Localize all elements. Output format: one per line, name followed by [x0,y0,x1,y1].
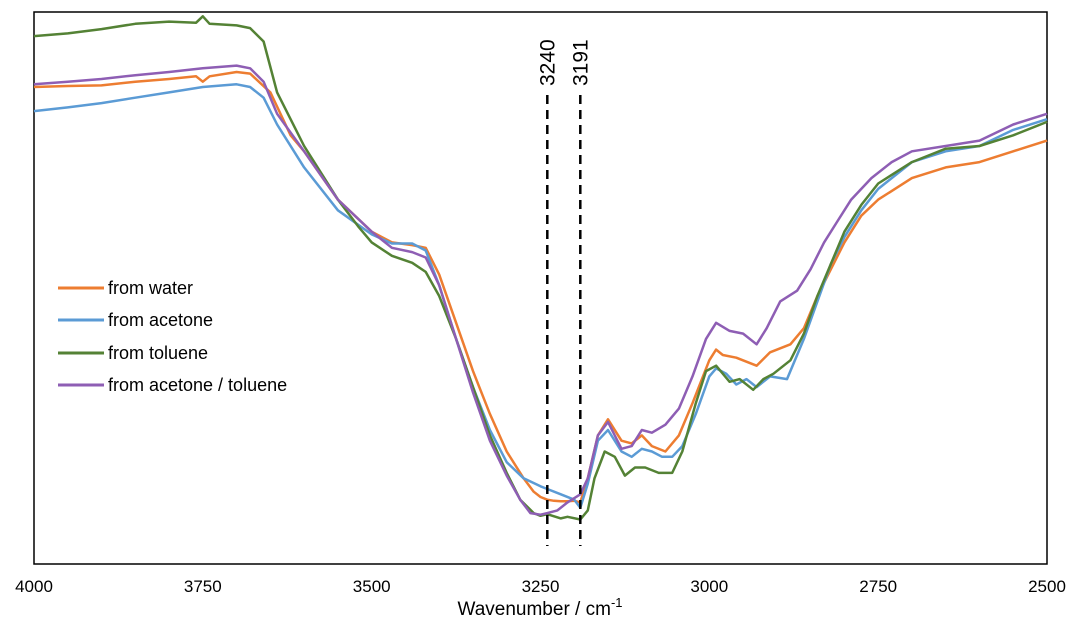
annotation-label-3191: 3191 [569,39,592,86]
x-tick-label: 2500 [1028,577,1066,596]
legend-label: from acetone / toluene [108,375,287,395]
annotation-label-3240: 3240 [536,39,559,86]
legend-label: from toluene [108,343,208,363]
x-tick-label: 3500 [353,577,391,596]
x-tick-label: 3250 [522,577,560,596]
x-axis-ticks: 4000 3750 3500 3250 3000 2750 2500 [15,577,1066,596]
plot-frame [33,11,1048,565]
x-axis-title-superscript: -1 [611,595,623,610]
legend-entry-acetone: from acetone [58,310,213,330]
x-axis-title-text: Wavenumber / cm [457,599,610,620]
series-layer [33,15,1048,521]
x-tick-label: 2750 [859,577,897,596]
series-line-2 [33,15,1048,521]
x-tick-label: 3750 [184,577,222,596]
x-tick-label: 3000 [690,577,728,596]
x-tick-label: 4000 [15,577,53,596]
legend-label: from acetone [108,310,213,330]
legend-entry-acetone-toluene: from acetone / toluene [58,375,287,395]
legend-label: from water [108,278,193,298]
legend: from water from acetone from toluene fro… [58,278,287,395]
legend-entry-water: from water [58,278,193,298]
annotation-layer: 3240 3191 [536,39,592,546]
series-line-3 [33,64,1048,516]
x-axis-title: Wavenumber / cm-1 [457,595,622,620]
legend-entry-toluene: from toluene [58,343,208,363]
